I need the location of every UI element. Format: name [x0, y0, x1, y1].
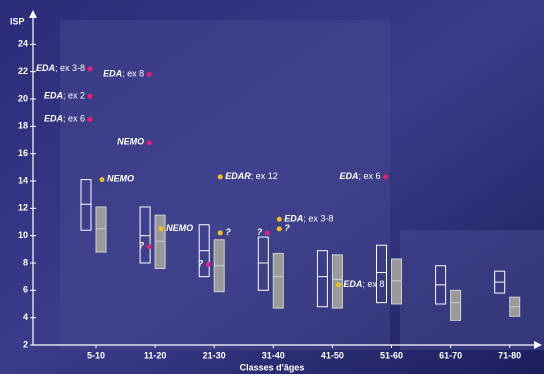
x-tick-label: 71-80 [498, 350, 521, 360]
box [95, 206, 107, 253]
x-tick-label: 61-70 [439, 350, 462, 360]
point-label: NEMO [117, 137, 144, 147]
y-tick-label: 24 [18, 39, 28, 49]
point [158, 226, 164, 232]
point [146, 71, 152, 77]
point-label-name: ? [284, 223, 290, 233]
point-label-name: EDA [343, 279, 362, 289]
point-label-detail: ; ex 3-8 [55, 63, 85, 73]
point-label-name: ? [139, 241, 145, 251]
y-tick-label: 6 [23, 285, 28, 295]
point-label-detail: ; ex 3-8 [303, 214, 333, 224]
box [80, 179, 92, 231]
point-label-name: NEMO [107, 174, 134, 184]
point-label: NEMO [107, 174, 134, 184]
box [139, 206, 151, 264]
point [87, 117, 93, 122]
point [205, 261, 211, 267]
point-label: EDA; ex 3-8 [36, 63, 85, 73]
point-label-name: NEMO [166, 223, 193, 233]
point-label-name: EDAR [225, 171, 251, 181]
y-tick-label: 16 [18, 148, 28, 158]
point-label-detail: ; ex 12 [251, 171, 278, 181]
x-tick-label: 41-50 [321, 350, 344, 360]
y-tick-label: 12 [18, 203, 28, 213]
y-tick-label: 14 [18, 175, 28, 185]
point-label-name: EDA [339, 171, 358, 181]
box [331, 254, 343, 309]
point-label-detail: ; ex 2 [63, 91, 85, 101]
point-label-name: EDA [284, 214, 303, 224]
box [154, 214, 166, 269]
y-tick-label: 2 [23, 339, 28, 349]
point [335, 282, 341, 288]
point-label-detail: ; ex 8 [362, 279, 384, 289]
point [99, 177, 105, 183]
box [272, 252, 284, 309]
point [276, 216, 282, 222]
point-label: EDA; ex 8 [343, 279, 384, 289]
point-label: EDA; ex 8 [103, 69, 144, 79]
point-label-detail: ; ex 8 [122, 69, 144, 79]
point [217, 230, 223, 236]
box [376, 244, 387, 304]
y-tick-label: 8 [23, 257, 28, 267]
point-label-detail: ; ex 6 [358, 171, 380, 181]
y-axis-title: ISP [10, 16, 25, 26]
box [450, 289, 462, 321]
x-tick-label: 11-20 [144, 350, 167, 360]
point [217, 174, 223, 180]
point-label-name: EDA [36, 63, 55, 73]
point-label: ? [225, 227, 231, 237]
x-tick-label: 51-60 [380, 350, 403, 360]
point-label-name: EDA [44, 91, 63, 101]
point [146, 140, 152, 146]
point-label-name: EDA [44, 114, 63, 124]
point [146, 244, 152, 250]
point [383, 174, 388, 180]
point [264, 230, 270, 236]
box [316, 250, 328, 308]
point-label: EDA; ex 2 [44, 91, 85, 101]
point-label: ? [284, 223, 290, 233]
point [87, 93, 93, 99]
point-label-name: ? [198, 259, 204, 269]
background-roof [400, 230, 544, 350]
point [87, 66, 93, 72]
y-tick-label: 18 [18, 121, 28, 131]
point-label-name: ? [225, 227, 231, 237]
y-tick-label: 10 [18, 230, 28, 240]
point-label-name: NEMO [117, 137, 144, 147]
y-tick-label: 20 [18, 93, 28, 103]
x-tick-label: 5-10 [87, 350, 105, 360]
point-label: EDA; ex 3-8 [284, 214, 333, 224]
x-tick-label: 21-30 [203, 350, 226, 360]
point-label: ? [139, 241, 145, 251]
x-axis-title: Classes d'âges [240, 362, 305, 372]
point-label: EDA; ex 6 [339, 171, 380, 181]
box [391, 258, 402, 305]
x-axis-arrow [534, 341, 542, 349]
y-tick-label: 4 [23, 312, 28, 322]
box [257, 236, 269, 291]
y-tick-label: 22 [18, 66, 28, 76]
point-label-detail: ; ex 6 [63, 114, 85, 124]
point [276, 226, 282, 232]
point-label-name: EDA [103, 69, 122, 79]
point-label: ? [257, 227, 263, 237]
point-label: NEMO [166, 223, 193, 233]
x-tick-label: 31-40 [262, 350, 285, 360]
point-label: EDA; ex 6 [44, 114, 85, 124]
y-axis-arrow [29, 10, 37, 18]
point-label-name: ? [257, 227, 263, 237]
point-label: ? [198, 259, 204, 269]
point-label: EDAR; ex 12 [225, 171, 278, 181]
